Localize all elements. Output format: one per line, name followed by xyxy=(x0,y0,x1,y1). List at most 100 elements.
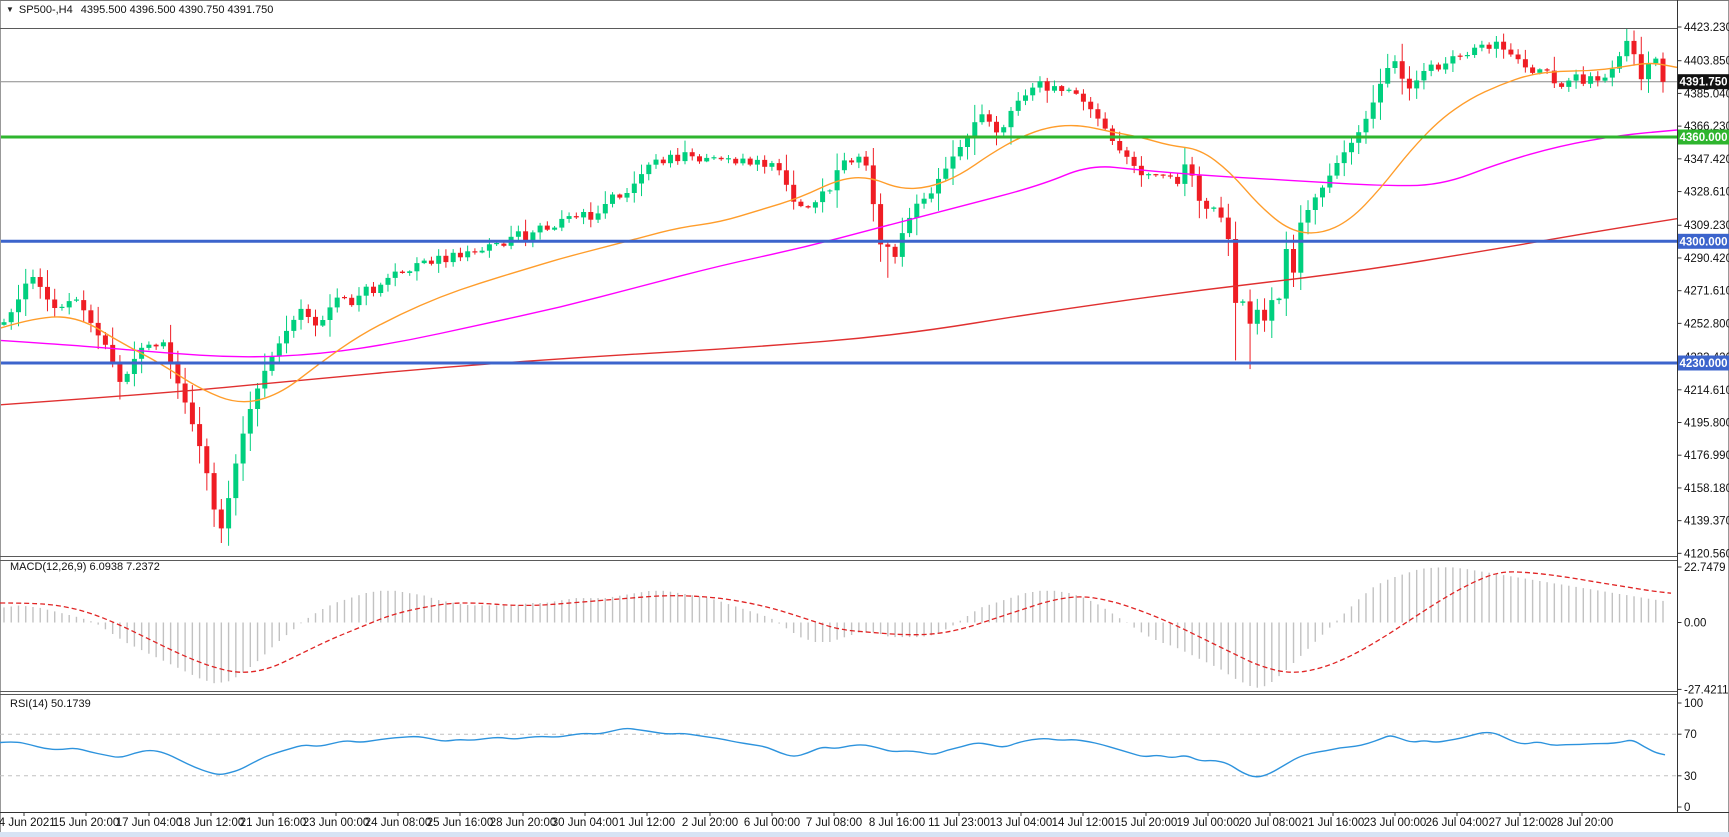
candle-body xyxy=(233,463,239,499)
candle-body xyxy=(450,252,456,263)
time-tick-label: 21 Jul 16:00 xyxy=(1302,817,1365,829)
candle-body xyxy=(740,158,746,164)
price-badge-4300: 4300.000 xyxy=(1678,233,1729,249)
candle-body xyxy=(1109,128,1115,141)
candle-body xyxy=(407,271,413,273)
candle-body xyxy=(457,252,463,258)
candlestick-series xyxy=(1,28,1666,546)
candle-body xyxy=(479,250,485,253)
price-tick-label: 4214.610 xyxy=(1684,385,1729,397)
rsi-axis[interactable]: 100 70 30 0 xyxy=(1677,698,1704,814)
time-tick-label: 23 Jul 00:00 xyxy=(1364,817,1427,829)
candle-body xyxy=(1349,142,1354,153)
candle-body xyxy=(805,206,811,208)
rsi-tick-label: 0 xyxy=(1684,802,1690,814)
candle-body xyxy=(624,193,630,198)
candle-body xyxy=(1624,40,1630,57)
macd-tick-label: -27.4211 xyxy=(1684,684,1729,696)
candle-body xyxy=(1320,187,1325,198)
candle-body xyxy=(1653,58,1659,64)
candle-body xyxy=(660,159,666,164)
candle-body xyxy=(1435,64,1441,70)
candle-body xyxy=(1305,210,1311,223)
candle-body xyxy=(820,191,826,203)
candle-body xyxy=(1131,156,1137,166)
candle-body xyxy=(1095,109,1101,119)
candle-body xyxy=(182,383,188,403)
time-tick-label: 27 Jul 12:00 xyxy=(1489,817,1552,829)
candle-body xyxy=(1030,87,1036,96)
candle-body xyxy=(1269,300,1275,321)
candle-body xyxy=(436,255,442,264)
time-tick-label: 17 Jun 04:00 xyxy=(116,817,183,829)
candle-body xyxy=(16,299,21,313)
candle-body xyxy=(899,233,905,257)
candle-body xyxy=(697,156,702,162)
candle-body xyxy=(783,170,789,185)
candle-body xyxy=(399,271,405,273)
candle-body xyxy=(276,343,282,356)
candle-body xyxy=(1573,74,1579,81)
candle-body xyxy=(885,244,891,247)
candle-body xyxy=(892,246,898,257)
macd-axis[interactable]: 22.7479 0.00 -27.4211 xyxy=(1677,562,1729,696)
svg-text:4360.000: 4360.000 xyxy=(1680,132,1728,144)
candle-body xyxy=(928,193,934,199)
candle-body xyxy=(769,163,775,167)
candle-body xyxy=(957,147,963,157)
time-tick-label: 20 Jul 08:00 xyxy=(1239,817,1302,829)
candle-body xyxy=(1566,80,1572,87)
rsi-indicator-label: RSI(14) 50.1739 xyxy=(10,698,91,710)
candle-body xyxy=(1530,67,1536,73)
candle-body xyxy=(1392,61,1398,68)
candle-body xyxy=(537,225,543,233)
candle-body xyxy=(827,190,833,192)
candle-body xyxy=(146,344,152,348)
candle-body xyxy=(559,218,565,228)
candle-body xyxy=(255,388,261,409)
candle-body xyxy=(1551,70,1557,84)
time-tick-label: 7 Jul 08:00 xyxy=(806,817,862,829)
candle-body xyxy=(1537,69,1543,73)
candle-body xyxy=(378,284,384,293)
candle-body xyxy=(1559,83,1565,87)
candle-body xyxy=(682,152,688,162)
symbol-dropdown-icon[interactable]: ▼ xyxy=(6,5,14,14)
candle-body xyxy=(1088,101,1094,110)
candle-body xyxy=(1406,78,1412,89)
price-tick-label: 4347.420 xyxy=(1684,154,1729,166)
candle-body xyxy=(1385,68,1391,84)
candle-body xyxy=(1580,74,1586,84)
candle-body xyxy=(1124,150,1130,157)
candle-body xyxy=(501,243,507,246)
candle-body xyxy=(1508,49,1514,55)
candle-body xyxy=(1341,152,1347,164)
ma-slow-line xyxy=(0,218,1677,406)
time-tick-label: 28 Jun 20:00 xyxy=(490,817,557,829)
candle-body xyxy=(1428,64,1434,71)
bottom-scroll-strip[interactable] xyxy=(0,832,1729,837)
candle-body xyxy=(291,319,297,331)
candle-body xyxy=(1588,76,1594,84)
candle-body xyxy=(1312,197,1318,210)
candle-body xyxy=(1059,86,1065,91)
candle-body xyxy=(349,297,355,306)
candle-body xyxy=(45,286,50,300)
candle-body xyxy=(1189,164,1195,176)
candle-body xyxy=(914,203,920,218)
candle-body xyxy=(1646,63,1651,80)
price-axis[interactable]: 4423.2304403.8504385.0404366.2304347.420… xyxy=(1677,22,1729,560)
candle-body xyxy=(965,137,970,147)
candle-body xyxy=(1211,207,1217,209)
candle-body xyxy=(1660,58,1666,82)
candle-body xyxy=(1399,61,1405,79)
price-tick-label: 4252.800 xyxy=(1684,318,1729,330)
chart-plot-area[interactable] xyxy=(0,28,1677,556)
candle-body xyxy=(189,402,195,425)
candle-body xyxy=(588,212,594,220)
candle-body xyxy=(1493,41,1499,49)
candle-body xyxy=(631,183,637,193)
